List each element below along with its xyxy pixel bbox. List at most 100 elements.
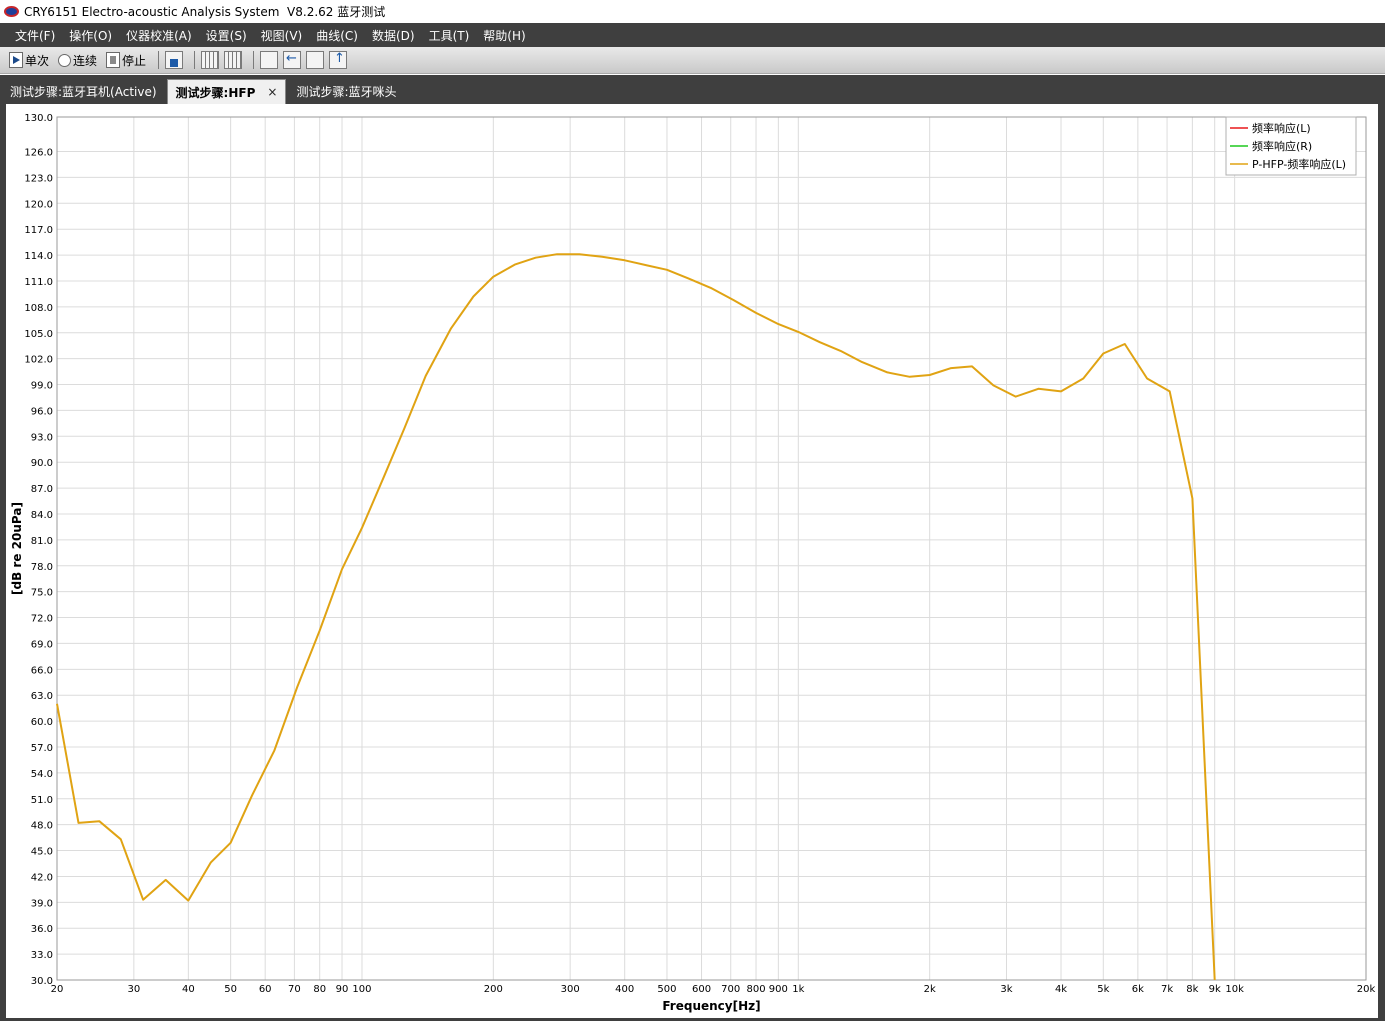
y-tick-label: 108.0	[24, 303, 53, 314]
stop-button[interactable]: 停止	[103, 50, 149, 70]
y-tick-label: 33.0	[31, 950, 53, 961]
play-icon	[9, 52, 23, 68]
x-tick-label: 5k	[1097, 984, 1109, 995]
y-tick-label: 126.0	[24, 148, 53, 159]
tab-label: 测试步骤:蓝牙咪头	[296, 85, 397, 99]
menu-tools[interactable]: 工具(T)	[428, 28, 470, 43]
x-tick-label: 10k	[1225, 984, 1244, 995]
y-tick-label: 99.0	[31, 381, 53, 392]
legend-entry: 频率响应(L)	[1252, 121, 1311, 135]
y-tick-label: 39.0	[31, 898, 53, 909]
y-tick-label: 57.0	[31, 743, 53, 754]
x-tick-label: 400	[615, 984, 634, 995]
stop-label: 停止	[122, 53, 147, 68]
x-axis-ticks: 20 30 40 50 60 70 80 90 100 200 300 400 500 600 700 800…	[51, 984, 1376, 995]
y-tick-label: 105.0	[24, 329, 53, 340]
menu-data[interactable]: 数据(D)	[371, 28, 415, 43]
x-tick-label: 60	[259, 984, 272, 995]
y-tick-label: 130.0	[24, 113, 53, 124]
continuous-run-label: 连续	[73, 53, 98, 68]
menu-bar: 文件(F) 操作(O) 仪器校准(A) 设置(S) 视图(V) 曲线(C) 数据…	[0, 23, 1385, 47]
y-tick-label: 114.0	[24, 251, 53, 262]
x-tick-label: 4k	[1055, 984, 1067, 995]
chart-series	[56, 253, 1216, 981]
test-step-tabs: 测试步骤:蓝牙耳机(Active) 测试步骤:HFP × 测试步骤:蓝牙咪头	[0, 75, 1385, 104]
toolbar-separator	[253, 51, 255, 69]
x-tick-label: 70	[288, 984, 301, 995]
y-tick-label: 93.0	[31, 432, 53, 443]
close-tab-icon[interactable]: ×	[267, 85, 278, 99]
loop-icon	[58, 53, 72, 67]
x-tick-label: 3k	[1000, 984, 1012, 995]
menu-operate[interactable]: 操作(O)	[69, 28, 113, 43]
y-tick-label: 120.0	[24, 199, 53, 210]
tab-label: 测试步骤:蓝牙耳机(Active)	[10, 85, 157, 99]
toolbar: 单次 连续 停止	[0, 47, 1385, 74]
x-tick-label: 700	[721, 984, 740, 995]
tab-bluetooth-mic[interactable]: 测试步骤:蓝牙咪头	[288, 79, 404, 104]
window-title: CRY6151 Electro-acoustic Analysis System…	[24, 5, 386, 19]
menu-file[interactable]: 文件(F)	[15, 28, 56, 43]
y-tick-label: 66.0	[31, 665, 53, 676]
x-tick-label: 300	[561, 984, 580, 995]
y-tick-label: 102.0	[24, 355, 53, 366]
split-view-icon[interactable]	[224, 51, 243, 69]
y-tick-label: 42.0	[31, 872, 53, 883]
menu-settings[interactable]: 设置(S)	[205, 28, 247, 43]
menu-calibrate[interactable]: 仪器校准(A)	[126, 28, 192, 43]
y-tick-label: 75.0	[31, 588, 53, 599]
y-tick-label: 45.0	[31, 847, 53, 858]
x-tick-label: 600	[692, 984, 711, 995]
x-axis-label: Frequency[Hz]	[662, 999, 760, 1013]
single-run-button[interactable]: 单次	[6, 50, 52, 70]
grid-view-icon[interactable]	[201, 51, 220, 69]
stop-icon	[106, 52, 121, 68]
x-tick-label: 6k	[1132, 984, 1144, 995]
x-tick-label: 800	[746, 984, 765, 995]
plot-border	[56, 116, 1367, 981]
x-tick-label: 1k	[792, 984, 804, 995]
x-tick-label: 500	[657, 984, 676, 995]
x-tick-label: 2k	[924, 984, 936, 995]
y-tick-label: 60.0	[31, 717, 53, 728]
y-tick-label: 48.0	[31, 821, 53, 832]
y-tick-label: 54.0	[31, 769, 53, 780]
y-axis-ticks: 30.0 33.0 36.0 39.0 42.0 45.0 48.0 51.0 54.0 57.0…	[24, 113, 53, 987]
continuous-run-button[interactable]: 连续	[55, 50, 100, 70]
x-tick-label: 200	[484, 984, 503, 995]
import-icon[interactable]	[306, 51, 325, 69]
menu-help[interactable]: 帮助(H)	[483, 28, 526, 43]
y-tick-label: 111.0	[24, 277, 53, 288]
export-icon[interactable]	[329, 51, 348, 69]
single-run-label: 单次	[25, 53, 50, 68]
chart-grid	[56, 116, 1367, 981]
y-tick-label: 84.0	[31, 510, 53, 521]
x-tick-label: 30	[127, 984, 140, 995]
frequency-response-chart[interactable]: 30.0 33.0 36.0 39.0 42.0 45.0 48.0 51.0 54.0 57.0…	[6, 104, 1378, 1018]
y-tick-label: 30.0	[31, 976, 53, 987]
y-tick-label: 81.0	[31, 536, 53, 547]
tab-bluetooth-headset[interactable]: 测试步骤:蓝牙耳机(Active)	[2, 79, 165, 104]
menu-view[interactable]: 视图(V)	[260, 28, 303, 43]
y-axis-label: [dB re 20uPa]	[10, 502, 24, 595]
menu-curve[interactable]: 曲线(C)	[316, 28, 358, 43]
x-tick-label: 90	[336, 984, 349, 995]
tab-label: 测试步骤:HFP	[175, 85, 256, 100]
y-tick-label: 123.0	[24, 173, 53, 184]
legend-entry: 频率响应(R)	[1252, 139, 1312, 153]
save-icon[interactable]	[165, 51, 184, 69]
x-tick-label: 100	[352, 984, 371, 995]
x-tick-label: 20	[51, 984, 64, 995]
y-tick-label: 90.0	[31, 458, 53, 469]
x-tick-label: 20k	[1357, 984, 1376, 995]
curve-edit-icon[interactable]	[260, 51, 279, 69]
chart-legend: 频率响应(L) 频率响应(R) P-HFP-频率响应(L)	[1225, 116, 1357, 176]
app-logo-icon	[4, 6, 19, 17]
undo-arrow-icon[interactable]	[283, 51, 302, 69]
series-line-2	[56, 253, 1216, 981]
y-tick-label: 117.0	[24, 225, 53, 236]
chart-panel: 30.0 33.0 36.0 39.0 42.0 45.0 48.0 51.0 54.0 57.0…	[0, 104, 1385, 1021]
y-tick-label: 87.0	[31, 484, 53, 495]
toolbar-separator	[158, 51, 160, 69]
tab-hfp[interactable]: 测试步骤:HFP ×	[166, 79, 287, 104]
